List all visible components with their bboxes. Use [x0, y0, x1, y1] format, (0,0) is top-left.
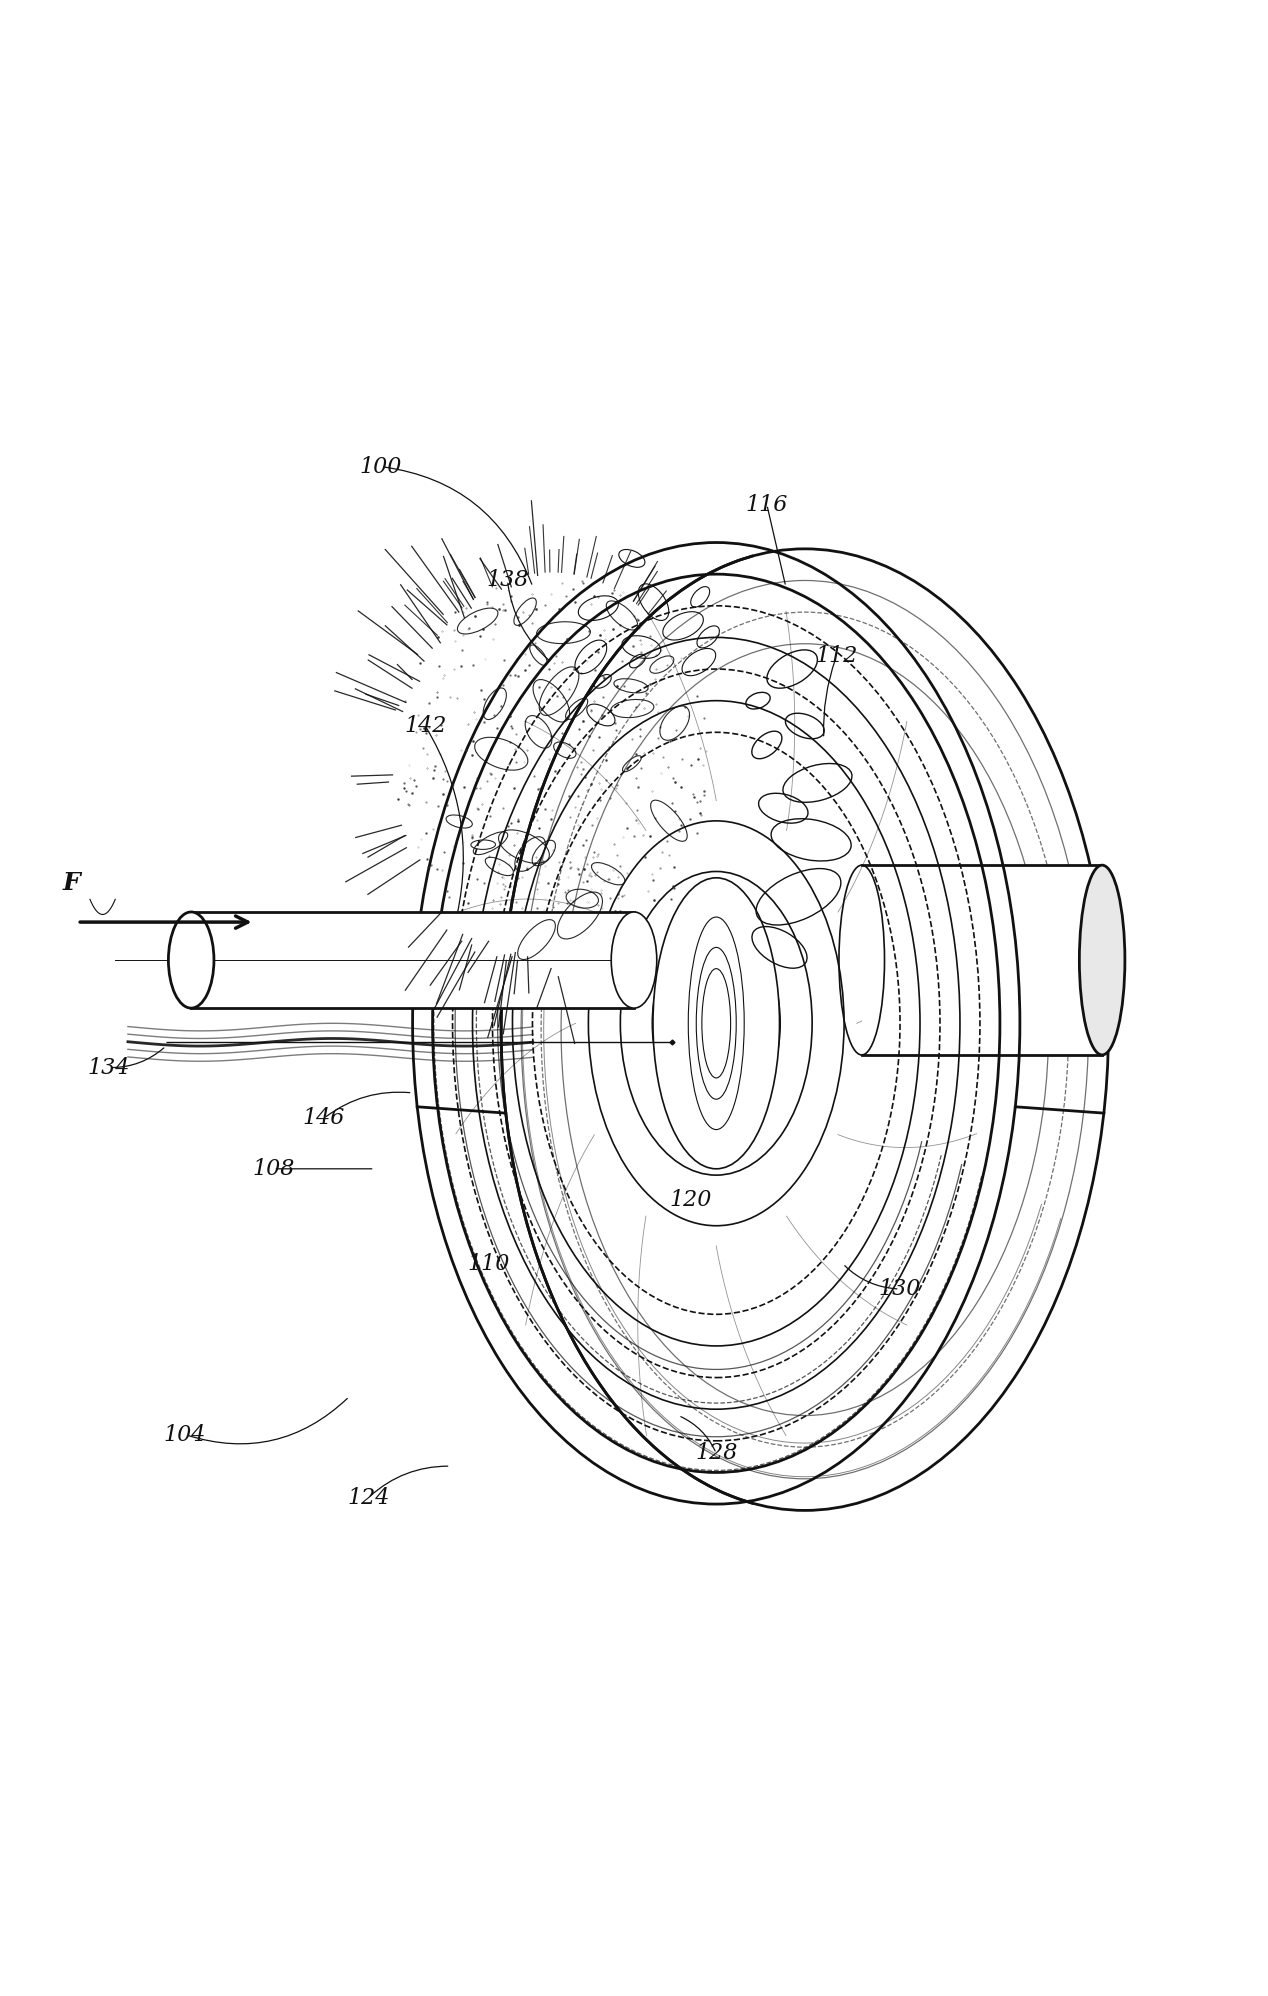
Ellipse shape [1079, 864, 1125, 1056]
Text: 146: 146 [303, 1108, 345, 1130]
Ellipse shape [412, 543, 1019, 1505]
Text: 142: 142 [404, 715, 446, 737]
Text: 128: 128 [695, 1443, 738, 1465]
Text: 112: 112 [815, 645, 857, 667]
Text: 134: 134 [87, 1056, 131, 1078]
Text: 124: 124 [347, 1487, 389, 1509]
Ellipse shape [611, 912, 657, 1008]
Bar [191, 912, 634, 1008]
Ellipse shape [169, 912, 214, 1008]
Text: 130: 130 [879, 1277, 921, 1299]
Ellipse shape [652, 922, 780, 1124]
Text: F: F [62, 872, 80, 896]
Ellipse shape [620, 872, 812, 1176]
Text: 116: 116 [746, 493, 787, 515]
Text: 110: 110 [468, 1253, 510, 1275]
Text: 120: 120 [670, 1190, 713, 1212]
Text: 104: 104 [164, 1423, 205, 1445]
Bar [862, 864, 1102, 1056]
Text: 108: 108 [252, 1158, 294, 1180]
Ellipse shape [653, 878, 780, 1170]
Ellipse shape [588, 820, 844, 1226]
Text: 100: 100 [360, 455, 402, 477]
Text: 138: 138 [487, 569, 529, 591]
